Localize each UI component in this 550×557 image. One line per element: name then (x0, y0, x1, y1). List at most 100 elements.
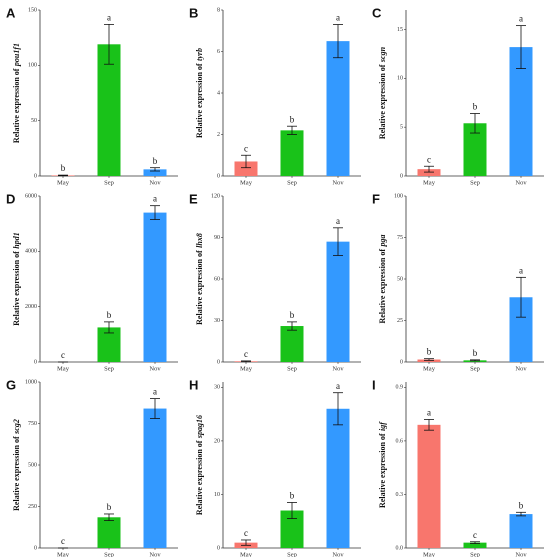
y-axis-label-text: Relative expression of (195, 250, 204, 325)
error-bar (516, 25, 526, 69)
y-tick-label: 1000 (25, 379, 37, 385)
y-axis-label-text: Relative expression of (195, 63, 204, 138)
panel: E Relative expression of lhx8 0 30 60 90 120 May… (189, 191, 361, 372)
bar (509, 297, 533, 362)
panel: D Relative expression of hpd1 0 2000 4000 6000… (6, 191, 178, 372)
error-bar (333, 227, 343, 256)
y-axis-label-gene: scgn (378, 46, 387, 63)
bar (280, 130, 304, 176)
significance-label: b (107, 502, 112, 512)
significance-label: a (153, 387, 157, 397)
significance-label: b (290, 491, 295, 501)
y-tick-label: 2000 (25, 304, 37, 310)
y-tick-label: 0 (400, 359, 403, 365)
y-tick-label: 5 (400, 125, 403, 131)
bar (417, 169, 441, 176)
x-tick-label: Sep (104, 179, 114, 186)
y-tick-label: 0.0 (396, 545, 404, 551)
x-tick-label: Sep (287, 551, 297, 557)
x-tick-label: Nov (332, 365, 344, 372)
y-axis-label: Relative expression of tyrb (195, 48, 204, 138)
error-bar (104, 513, 114, 522)
y-tick-label: 100 (28, 63, 37, 69)
significance-label: a (107, 12, 111, 22)
error-bar (241, 360, 251, 363)
x-tick-label: Sep (287, 179, 297, 186)
panel-letter: F (372, 191, 380, 206)
y-tick-label: 8 (217, 7, 220, 13)
error-bar (516, 511, 526, 517)
y-axis-label-gene: spag16 (195, 415, 204, 439)
significance-label: b (427, 347, 432, 357)
y-axis-label-gene: pou1f1 (12, 43, 21, 67)
y-axis-label-text: Relative expression of (378, 249, 387, 324)
y-tick-label: 120 (211, 193, 220, 199)
y-tick-label: 20 (214, 438, 220, 444)
y-tick-label: 10 (214, 492, 220, 498)
significance-label: a (336, 13, 340, 23)
y-tick-label: 50 (397, 276, 403, 282)
error-bar (150, 167, 160, 172)
error-bar (470, 541, 480, 544)
y-axis-label-text: Relative expression of (12, 68, 21, 143)
significance-label: c (244, 528, 248, 538)
bar (463, 542, 487, 548)
y-axis-label-gene: scg2 (12, 419, 21, 435)
bar (509, 514, 533, 548)
x-tick-label: Sep (104, 365, 114, 372)
significance-label: c (473, 530, 477, 540)
significance-label: b (61, 163, 66, 173)
bar (97, 44, 121, 176)
y-tick-label: 6000 (25, 193, 37, 199)
panel-letter: G (6, 377, 16, 392)
x-tick-label: May (423, 179, 436, 186)
error-bar (516, 276, 526, 318)
bar (97, 517, 121, 548)
panel: B Relative expression of tyrb 0 2 4 6 8 May c Sep b… (189, 5, 361, 186)
bar (509, 47, 533, 176)
y-tick-label: 0 (217, 173, 220, 179)
bar (463, 123, 487, 176)
y-tick-label: 60 (214, 276, 220, 282)
error-bar (287, 125, 297, 135)
significance-label: a (427, 408, 431, 418)
x-tick-label: Nov (515, 551, 527, 557)
error-bar (470, 113, 480, 134)
error-bar (424, 358, 434, 361)
panel: I Relative expression of igf 0.0 0.3 0.6 0.9 Ma… (372, 377, 544, 557)
panel-letter: B (189, 5, 198, 20)
y-tick-label: 2 (217, 132, 220, 138)
y-tick-label: 0 (217, 545, 220, 551)
x-tick-label: Nov (149, 179, 161, 186)
panel: A Relative expression ofpou1f1 0 50 100 150 Ma… (6, 5, 178, 186)
error-bar (58, 174, 68, 177)
y-axis-label-gene: igf (378, 421, 387, 431)
y-axis-label-text: Relative expression of (195, 440, 204, 515)
significance-label: b (519, 500, 524, 510)
significance-label: c (61, 536, 65, 546)
y-tick-label: 90 (214, 235, 220, 241)
y-axis-label-text: Relative expression of (12, 436, 21, 511)
panel-letter: I (372, 377, 376, 392)
error-bar (333, 24, 343, 59)
error-bar (287, 502, 297, 519)
y-axis-label-text: Relative expression of (378, 64, 387, 139)
significance-label: a (519, 14, 523, 24)
error-bar (424, 165, 434, 173)
x-tick-label: Sep (104, 551, 114, 557)
significance-label: a (153, 194, 157, 204)
significance-label: b (290, 114, 295, 124)
x-tick-label: May (240, 551, 253, 557)
y-tick-label: 50 (31, 118, 37, 124)
significance-label: c (61, 350, 65, 360)
y-axis-label: Relative expression of lhx8 (195, 233, 204, 325)
bar (143, 212, 167, 362)
y-axis-label: Relative expression of pga (378, 234, 387, 323)
y-tick-label: 30 (214, 318, 220, 324)
x-tick-label: May (423, 551, 436, 557)
y-tick-label: 25 (397, 318, 403, 324)
y-tick-label: 0 (34, 173, 37, 179)
x-tick-label: May (57, 365, 70, 372)
significance-label: a (519, 265, 523, 275)
